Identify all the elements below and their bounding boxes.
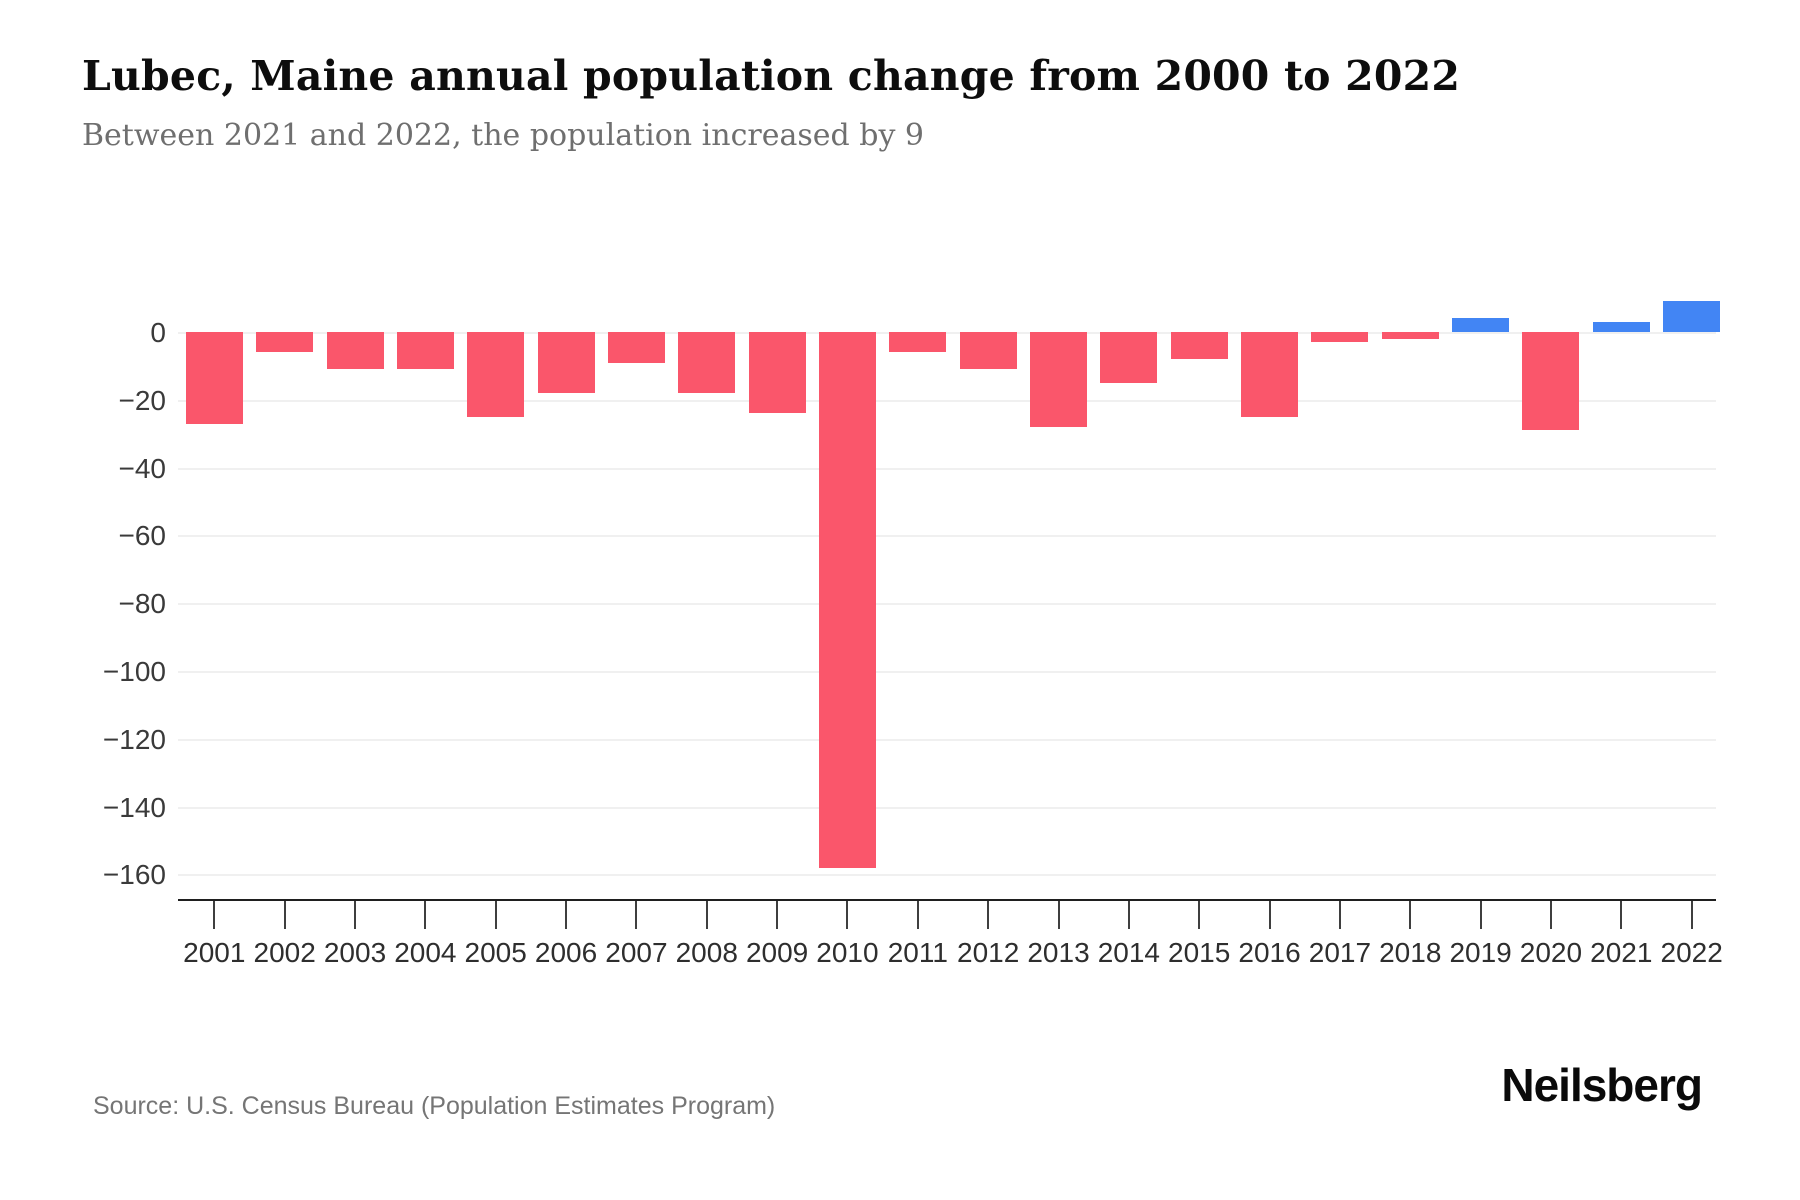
x-tick-label-2006: 2006 [534,937,598,968]
y-tick-label--100: −100 [102,656,166,687]
x-tick-2012 [987,901,990,929]
x-tick-2008 [705,901,708,929]
bar-2008[interactable] [678,332,736,394]
x-tick-2005 [494,901,497,929]
x-tick-label-2020: 2020 [1519,937,1583,968]
gridline--60 [178,535,1716,538]
x-tick-2003 [354,901,356,929]
bar-2022[interactable] [1663,301,1721,332]
x-tick-2018 [1409,901,1412,929]
x-tick-2015 [1198,901,1201,929]
bar-2019[interactable] [1452,318,1510,332]
x-tick-label-2003: 2003 [323,937,387,968]
x-tick-label-2001: 2001 [183,937,246,968]
x-tick-label-2004: 2004 [394,937,457,968]
bar-2012[interactable] [959,332,1017,370]
x-tick-2009 [776,901,779,929]
gridline--20 [178,399,1716,402]
x-tick-2014 [1127,901,1130,929]
bar-2002[interactable] [256,332,314,353]
bar-2014[interactable] [1100,332,1158,383]
gridline--140 [178,806,1716,809]
x-tick-label-2019: 2019 [1449,937,1512,968]
bar-2021[interactable] [1592,321,1650,332]
source-attribution: Source: U.S. Census Bureau (Population E… [93,1092,776,1120]
x-tick-2020 [1549,901,1552,929]
x-tick-label-2014: 2014 [1097,937,1160,968]
x-tick-2013 [1057,901,1060,929]
x-tick-2007 [635,901,638,929]
x-tick-2017 [1338,901,1341,929]
x-tick-label-2007: 2007 [605,937,668,968]
y-tick-label--140: −140 [102,791,166,823]
bar-2003[interactable] [326,332,384,370]
x-axis-line [178,899,1716,901]
chart-subtitle: Between 2021 and 2022, the population in… [82,118,925,153]
gridline--120 [178,738,1716,741]
gridline--40 [178,467,1716,470]
chart-title: Lubec, Maine annual population change fr… [82,52,1461,100]
y-tick-label-0: 0 [150,317,166,348]
bar-2013[interactable] [1030,332,1087,427]
bar-2017[interactable] [1311,332,1369,343]
x-tick-2022 [1690,901,1693,929]
x-tick-label-2010: 2010 [816,937,879,968]
gridline--80 [178,603,1716,606]
x-tick-label-2018: 2018 [1379,937,1442,968]
x-tick-2021 [1620,901,1623,929]
x-tick-2002 [283,901,286,929]
x-tick-label-2017: 2017 [1308,937,1372,968]
bar-2016[interactable] [1241,332,1299,417]
gridline--160 [178,874,1716,877]
x-tick-label-2012: 2012 [956,937,1020,968]
bar-2004[interactable] [396,332,454,370]
bar-2010[interactable] [818,332,876,868]
bar-2020[interactable] [1522,332,1580,431]
x-tick-label-2002: 2002 [253,937,316,968]
x-tick-label-2022: 2022 [1660,937,1723,968]
y-tick-label--80: −80 [118,588,167,620]
x-tick-2006 [565,901,568,929]
bar-2001[interactable] [185,332,243,424]
bar-2007[interactable] [607,332,665,363]
y-tick-label--60: −60 [118,520,167,552]
gridline-0 [178,332,1716,334]
x-tick-label-2005: 2005 [464,937,527,968]
y-tick-label--120: −120 [102,723,166,755]
x-tick-label-2008: 2008 [675,937,738,968]
x-tick-2019 [1479,901,1482,929]
x-tick-2010 [846,901,849,929]
bar-2009[interactable] [748,332,806,414]
bar-2006[interactable] [537,332,595,394]
neilsberg-logo: Neilsberg [1501,1059,1703,1111]
gridline--100 [178,671,1716,673]
x-tick-label-2021: 2021 [1590,937,1653,968]
bar-2018[interactable] [1381,332,1439,339]
x-tick-2004 [424,901,427,929]
x-tick-label-2009: 2009 [745,937,809,968]
x-tick-label-2015: 2015 [1168,937,1231,968]
x-tick-label-2011: 2011 [887,937,948,968]
x-tick-2001 [213,901,216,929]
bar-2015[interactable] [1170,332,1228,360]
x-tick-2016 [1268,901,1271,929]
bar-2011[interactable] [889,332,947,353]
bar-2005[interactable] [467,332,525,417]
x-tick-2011 [916,901,919,929]
x-tick-label-2016: 2016 [1238,937,1301,968]
y-tick-label--20: −20 [118,384,167,416]
y-tick-label--40: −40 [118,452,167,484]
y-tick-label--160: −160 [102,859,166,891]
x-tick-label-2013: 2013 [1027,937,1090,968]
